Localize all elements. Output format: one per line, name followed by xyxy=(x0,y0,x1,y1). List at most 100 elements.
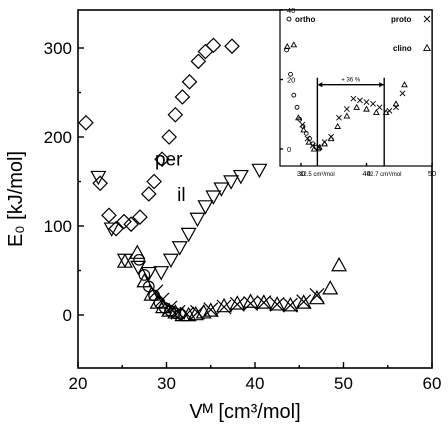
inset-data-point xyxy=(284,47,289,53)
data-point xyxy=(146,173,162,190)
inset-data-point xyxy=(363,105,370,112)
inset-arrow-left xyxy=(317,82,323,88)
inset-data-point xyxy=(300,126,307,133)
inset-data-point xyxy=(288,71,293,77)
data-point xyxy=(140,186,157,202)
data-point xyxy=(169,307,182,320)
data-point xyxy=(189,212,206,228)
data-point xyxy=(269,296,286,311)
data-point xyxy=(243,296,258,311)
inset-data-point xyxy=(294,104,300,110)
data-point xyxy=(153,266,170,281)
x-tick-label: 20 xyxy=(69,374,88,393)
data-point xyxy=(132,209,148,225)
x-tick-label: 60 xyxy=(423,374,442,393)
data-point xyxy=(331,256,348,272)
inset-data-point xyxy=(401,81,408,88)
data-point xyxy=(308,289,325,305)
series-cross xyxy=(148,284,325,322)
inset-data-point xyxy=(291,92,297,98)
data-point xyxy=(116,253,133,268)
data-point xyxy=(171,241,188,256)
inset-data-point xyxy=(392,100,400,107)
data-point xyxy=(164,304,176,317)
data-point xyxy=(190,53,207,70)
data-point xyxy=(282,296,299,312)
inset-frame xyxy=(279,9,433,167)
data-point xyxy=(205,190,222,205)
data-point xyxy=(174,89,191,105)
inset-data-point xyxy=(336,114,342,121)
data-point xyxy=(296,294,312,310)
inset-data-point xyxy=(393,104,399,111)
data-point xyxy=(133,253,145,266)
data-point xyxy=(148,284,164,300)
legend-label-clino: clino xyxy=(393,44,412,53)
inset-label-32: 32.5 cm³/mol xyxy=(300,172,335,178)
data-point xyxy=(78,114,94,131)
inset-data-point xyxy=(290,41,298,48)
inset-series-clino xyxy=(283,41,408,152)
inset-data-point xyxy=(299,121,306,128)
annotation-per: per xyxy=(155,149,183,170)
data-point xyxy=(140,266,157,282)
data-point xyxy=(295,294,312,309)
series-triangle-down xyxy=(90,163,268,282)
inset-y-tick-label: 40 xyxy=(287,6,295,15)
legend-marker-proto xyxy=(423,15,431,23)
data-point xyxy=(92,175,108,192)
data-point xyxy=(224,38,240,55)
data-point xyxy=(180,227,197,243)
legend-marker-clino xyxy=(423,43,431,52)
data-point xyxy=(256,295,272,310)
y-tick-label: 200 xyxy=(44,128,72,147)
inset-x-tick-label: 30 xyxy=(297,169,305,178)
data-point xyxy=(269,296,285,312)
data-point xyxy=(167,106,184,123)
inset-data-point xyxy=(305,138,313,145)
inset-data-point xyxy=(304,135,311,142)
data-point xyxy=(202,302,219,317)
inset-data-point xyxy=(370,100,376,107)
data-point xyxy=(242,293,259,308)
x-tick-label: 50 xyxy=(334,374,353,393)
data-point xyxy=(255,294,272,309)
y-tick-label: 300 xyxy=(44,39,72,58)
inset-data-point xyxy=(315,144,322,151)
inset-x-tick-label: 50 xyxy=(428,169,436,178)
inset-data-point xyxy=(295,114,302,121)
data-point xyxy=(205,37,222,54)
data-point xyxy=(136,272,153,288)
x-tick-label: 40 xyxy=(246,374,265,393)
data-point xyxy=(161,129,178,145)
legend-label-proto: proto xyxy=(391,15,412,24)
inset-data-point xyxy=(363,99,370,106)
data-point xyxy=(213,182,230,197)
inset-data-point xyxy=(350,95,357,102)
inset-plot: 30 40 50 0 20 40 + 36 % 32.5 cm³/mol 42.7 cm³/mo… xyxy=(279,6,436,178)
data-point xyxy=(170,304,186,320)
inset-arrow-right xyxy=(379,82,385,88)
inset-percent-label: + 36 % xyxy=(341,78,361,84)
x-tick-label: 30 xyxy=(157,374,176,393)
data-point xyxy=(181,73,198,90)
inset-x-tick-label: 40 xyxy=(362,169,370,178)
inset-data-point xyxy=(353,103,361,110)
inset-data-point xyxy=(310,145,318,152)
data-point xyxy=(103,222,120,237)
data-point xyxy=(108,220,124,237)
data-point xyxy=(309,287,325,303)
inset-data-point xyxy=(399,90,406,97)
y-tick-label: 0 xyxy=(63,306,72,325)
legend-label-ortho: ortho xyxy=(295,15,316,24)
inset-data-point xyxy=(283,42,291,50)
data-point xyxy=(216,299,232,315)
data-point xyxy=(90,170,107,186)
data-point xyxy=(154,151,170,168)
data-point xyxy=(197,200,214,215)
inset-data-point xyxy=(372,108,380,116)
inset-y-tick-label: 0 xyxy=(287,145,291,154)
inset-data-point xyxy=(328,133,335,140)
